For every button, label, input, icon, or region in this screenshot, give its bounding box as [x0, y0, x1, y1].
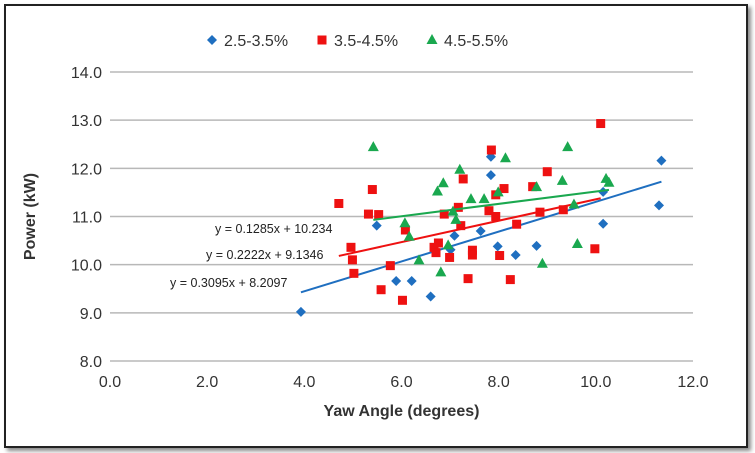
data-point	[598, 218, 609, 229]
y-axis-title: Power (kW)	[22, 173, 39, 260]
data-point	[465, 193, 477, 204]
data-point	[499, 184, 509, 194]
data-point	[442, 239, 454, 250]
y-tick-label: 10.0	[71, 258, 102, 275]
data-point	[437, 177, 449, 188]
data-point	[371, 220, 382, 231]
data-point	[556, 174, 568, 185]
y-tick-label: 13.0	[71, 113, 102, 130]
data-point	[558, 205, 568, 215]
data-point	[376, 285, 386, 295]
legend-label: 3.5-4.5%	[334, 33, 398, 50]
y-tick-label: 14.0	[71, 65, 102, 82]
data-point	[453, 202, 463, 212]
data-point	[528, 182, 538, 192]
legend-marker	[426, 34, 438, 44]
data-point	[399, 217, 411, 228]
data-point	[531, 240, 542, 251]
data-point	[347, 255, 357, 265]
data-point	[467, 250, 477, 260]
data-point	[349, 268, 359, 278]
data-point	[571, 237, 583, 248]
data-point	[596, 119, 606, 129]
data-point	[454, 163, 466, 174]
data-point	[334, 198, 344, 208]
x-tick-label: 10.0	[580, 374, 611, 391]
data-point	[406, 276, 417, 287]
data-point	[439, 209, 449, 219]
data-point	[603, 176, 615, 187]
data-point	[374, 210, 384, 220]
data-point	[463, 274, 473, 284]
data-point	[492, 186, 504, 197]
legend-marker	[207, 35, 217, 45]
data-point	[431, 185, 443, 196]
data-point	[456, 221, 466, 231]
data-point	[590, 244, 600, 254]
data-point	[425, 291, 436, 302]
data-point	[653, 200, 664, 211]
x-tick-label: 12.0	[677, 374, 708, 391]
trendline	[373, 188, 610, 221]
x-tick-label: 2.0	[196, 374, 218, 391]
data-point	[391, 276, 402, 287]
data-point	[475, 225, 486, 236]
trendline-equation: y = 0.2222x + 9.1346	[206, 248, 324, 262]
data-point	[531, 181, 543, 192]
x-tick-label: 6.0	[390, 374, 412, 391]
trendline-equation: y = 0.1285x + 10.234	[215, 222, 333, 236]
data-point	[431, 248, 441, 258]
x-tick-label: 4.0	[293, 374, 315, 391]
data-point	[486, 145, 496, 155]
data-point	[467, 245, 477, 255]
data-point	[363, 209, 373, 219]
x-tick-label: 8.0	[488, 374, 510, 391]
trendline	[300, 180, 662, 294]
data-point	[478, 193, 490, 204]
data-point	[445, 252, 455, 262]
data-point	[367, 185, 377, 195]
trendline-equation: y = 0.3095x + 8.2097	[170, 276, 288, 290]
data-point	[397, 295, 407, 305]
x-tick-label: 0.0	[99, 374, 121, 391]
data-point	[413, 254, 425, 265]
legend-label: 2.5-3.5%	[224, 33, 288, 50]
y-tick-label: 8.0	[80, 354, 102, 371]
data-point	[485, 170, 496, 181]
data-point	[492, 241, 503, 252]
data-point	[295, 306, 306, 317]
data-point	[562, 141, 574, 152]
data-point	[367, 141, 379, 152]
y-tick-label: 11.0	[72, 210, 102, 227]
data-point	[568, 198, 580, 209]
data-point	[505, 275, 515, 285]
data-point	[403, 230, 415, 241]
x-axis-title: Yaw Angle (degrees)	[324, 403, 480, 420]
data-point	[536, 257, 548, 268]
data-point	[491, 212, 501, 221]
y-tick-label: 9.0	[80, 306, 102, 323]
data-point	[510, 250, 521, 261]
data-point	[495, 251, 505, 261]
data-point	[346, 242, 356, 252]
data-point	[499, 152, 511, 163]
data-point	[450, 213, 462, 224]
legend-label: 4.5-5.5%	[444, 33, 508, 50]
data-point	[433, 238, 443, 248]
data-point	[458, 174, 468, 184]
y-tick-label: 12.0	[71, 161, 102, 178]
data-point	[656, 155, 667, 166]
data-point	[400, 225, 410, 235]
legend-marker	[317, 35, 327, 45]
data-point	[542, 167, 552, 177]
data-point	[435, 266, 447, 277]
data-point	[484, 206, 494, 216]
trendline	[338, 197, 601, 257]
data-point	[512, 219, 522, 229]
data-point	[449, 230, 460, 241]
data-point	[385, 261, 395, 271]
